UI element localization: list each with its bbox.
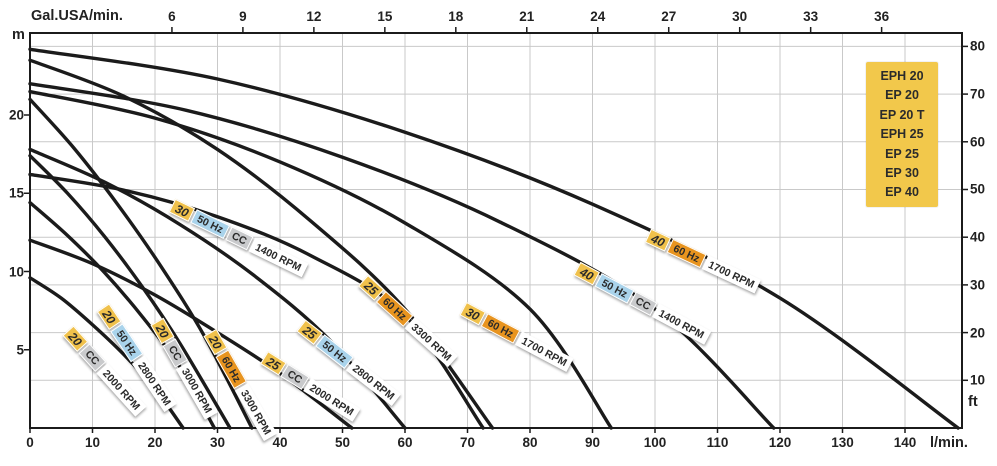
bottom-axis-tick-label: 100 [643,435,667,450]
right-axis-tick-label: 70 [970,86,986,102]
pump-curves [28,47,960,430]
top-axis-tick-label: 6 [168,9,176,24]
left-axis-tick-label: 20 [8,107,24,123]
plot-border [29,32,963,429]
grid-lines [30,33,962,428]
bottom-axis-tick-label: 50 [334,435,351,450]
bottom-axis-tick-label: 90 [584,435,601,450]
top-axis-tick-label: 30 [732,9,748,24]
right-axis-title: ft [968,394,978,410]
right-axis-tick-label: 80 [970,38,986,54]
left-axis-title: m [12,27,25,43]
bottom-axis-tick-label: 140 [893,435,917,450]
right-axis-tick-label: 20 [970,325,986,341]
model-legend: EPH 20 EP 20 EP 20 T EPH 25 EP 25 EP 30 EP 40 [866,62,938,207]
top-axis-tick-label: 9 [239,9,247,24]
bottom-axis-tick-label: 130 [831,435,854,450]
pump-curve-30-50-hz-1400-rpm [28,172,485,430]
legend-item-ep-30: EP 30 [885,166,919,181]
top-axis-tick-label: 27 [661,9,677,24]
top-axis-tick-label: 15 [377,9,393,24]
bottom-axis-tick-label: 70 [459,435,476,450]
right-axis-tick-label: 10 [970,372,986,388]
right-axis-tick-label: 60 [970,134,986,150]
top-axis-title: Gal.USA/min. [31,8,123,24]
left-axis-tick-label: 15 [8,185,24,201]
legend-item-ep-40: EP 40 [885,185,919,200]
pump-curve-40-60-hz-1700-rpm [28,47,960,430]
bottom-axis-tick-label: 10 [84,435,101,450]
top-axis-tick-label: 36 [874,9,890,24]
bottom-axis-tick-label: 40 [272,435,288,450]
bottom-axis-tick-label: 120 [768,435,792,450]
axis-tick-marks [24,27,968,433]
pump-curve-30-60-hz-1700-rpm [28,89,613,430]
right-axis-tick-label: 40 [970,229,986,245]
top-axis-tick-label: 24 [590,9,606,24]
right-axis-tick-label: 30 [970,277,986,293]
right-axis-tick-label: 50 [970,181,986,197]
pump-curve-20-60-hz-3300-rpm [28,97,254,430]
bottom-axis-tick-label: 0 [26,435,34,450]
bottom-axis-tick-label: 110 [706,435,729,450]
legend-item-ep-25: EP 25 [885,146,919,161]
bottom-axis-tick-label: 20 [147,435,163,450]
legend-item-eph-25: EPH 25 [880,127,924,142]
bottom-axis-tick-label: 80 [522,435,538,450]
top-axis-tick-label: 33 [803,9,819,24]
left-axis-tick-label: 10 [8,264,24,279]
top-axis-tick-label: 18 [448,9,464,24]
legend-item-eph-20: EPH 20 [880,69,924,83]
top-axis-tick-label: 21 [519,9,535,24]
top-axis-tick-label: 12 [306,9,322,24]
left-axis-tick-label: 5 [16,342,24,358]
pump-curve-20-cc-3000-rpm [28,153,232,430]
legend-item-ep-20-t: EP 20 T [879,107,925,122]
bottom-axis-tick-label: 30 [209,435,226,450]
bottom-axis-tick-label: 60 [397,435,413,450]
bottom-axis-title: l/min. [930,435,968,451]
legend-item-ep-20: EP 20 [885,88,919,103]
